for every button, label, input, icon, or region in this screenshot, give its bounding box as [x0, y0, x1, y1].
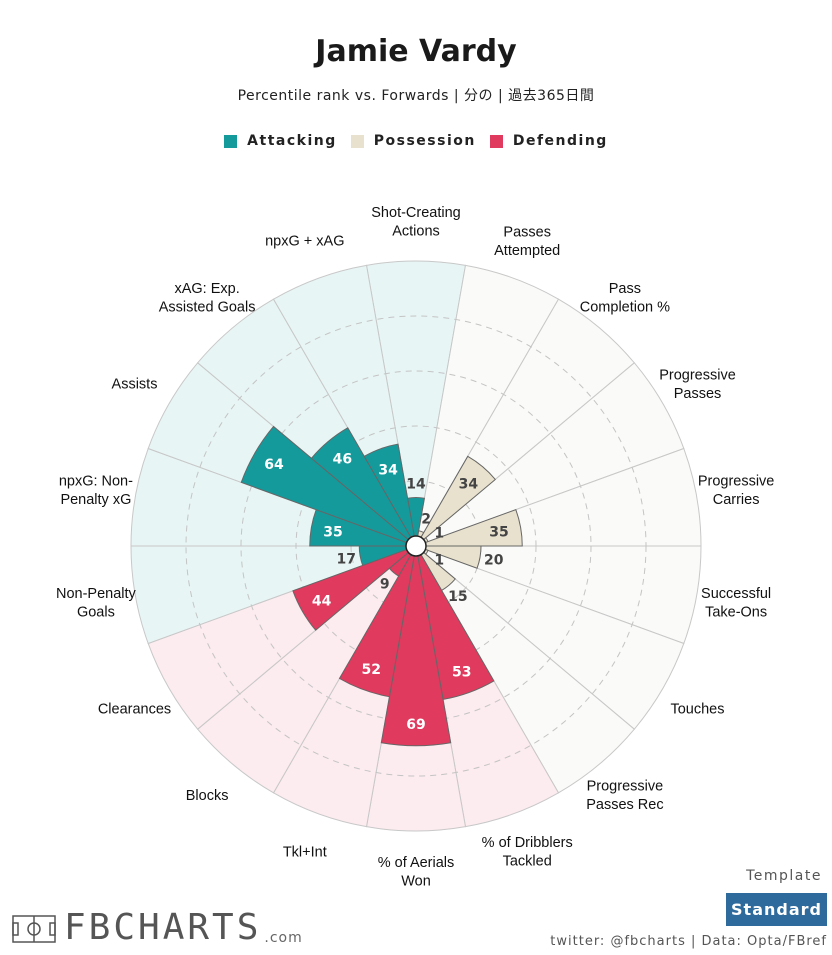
legend-label-possession: Possession: [373, 133, 476, 149]
grid-ring-4: [185, 315, 647, 777]
value-label-non-penalty-goals: 17: [337, 551, 356, 567]
axis-label-pass-completion: Pass Completion %: [580, 281, 670, 316]
axis-label-of-dribblers-tackled: % of Dribblers Tackled: [482, 835, 573, 870]
axis-label-npxg-non-penalty-xg: npxG: Non-Penalty xG: [59, 473, 133, 508]
value-label-npxg-xag: 34: [378, 462, 398, 478]
axis-label-tkl-int: Tkl+Int: [283, 844, 327, 860]
value-label-of-aerials-won: 69: [406, 717, 425, 733]
logo-suffix: .com: [264, 930, 303, 946]
pitch-icon: [12, 915, 56, 943]
value-label-successful-take-ons: 20: [484, 553, 504, 569]
axis-label-progressive-carries: Progressive Carries: [698, 473, 775, 508]
legend-item-attacking: Attacking: [224, 133, 337, 149]
value-label-of-dribblers-tackled: 53: [452, 665, 471, 681]
value-label-progressive-passes: 1: [434, 526, 444, 542]
value-label-blocks: 9: [380, 576, 390, 592]
chart-title: Jamie Vardy: [315, 34, 517, 69]
center-hub: [405, 535, 427, 557]
legend-item-defending: Defending: [489, 133, 608, 149]
value-label-passes-attempted: 2: [421, 511, 431, 527]
value-label-tkl-int: 52: [361, 662, 380, 678]
axis-label-assists: Assists: [112, 377, 158, 393]
axis-label-passes-attempted: Passes Attempted: [494, 224, 560, 258]
value-label-clearances: 44: [312, 594, 332, 610]
axis-label-progressive-passes-rec: Progressive Passes Rec: [586, 779, 663, 814]
axis-labels: Shot-Creating Actions Passes Attempted Pass C…: [56, 205, 775, 890]
legend: Attacking Possession Defending: [0, 133, 832, 149]
value-label-assists: 64: [264, 457, 284, 473]
axis-label-xag-exp-assisted-goals: xAG: Exp. Assisted Goals: [159, 281, 256, 316]
template-badge: Standard: [726, 893, 827, 926]
axis-label-blocks: Blocks: [186, 788, 229, 804]
axis-label-progressive-passes: Progressive Passes: [659, 367, 736, 402]
template-label: Template: [746, 868, 822, 884]
axis-label-touches: Touches: [670, 702, 724, 718]
legend-label-defending: Defending: [512, 133, 608, 149]
legend-swatch-defending: [489, 134, 503, 148]
axis-label-shot-creating-actions: Shot-Creating Actions: [371, 205, 460, 240]
value-label-npxg-non-penalty-xg: 35: [323, 524, 342, 540]
value-label-touches: 1: [434, 552, 444, 568]
axis-label-non-penalty-goals: Non-Penalty Goals: [56, 586, 137, 621]
chart-subtitle: Percentile rank vs. Forwards | 分の | 過去36…: [237, 88, 595, 104]
axis-label-npxg-xag: npxG + xAG: [265, 234, 344, 250]
logo-text: FBCHARTS: [64, 907, 262, 948]
value-labels: 14 2 34 1 35 20 1 15 53 69 52 9 44 17 35 64 46 34: [264, 451, 508, 733]
axis-label-successful-take-ons: Successful Take-Ons: [701, 586, 771, 621]
value-label-pass-completion: 34: [459, 477, 479, 493]
grid-ring-3: [240, 370, 592, 722]
legend-swatch-possession: [350, 134, 364, 148]
axis-label-of-aerials-won: % of Aerials Won: [378, 855, 455, 890]
fbcharts-logo: FBCHARTS .com: [12, 908, 303, 948]
value-label-xag-exp-assisted-goals: 46: [333, 451, 352, 467]
legend-label-attacking: Attacking: [247, 133, 337, 149]
value-label-progressive-passes-rec: 15: [448, 589, 467, 605]
credit-text: twitter: @fbcharts | Data: Opta/FBref: [550, 934, 827, 949]
value-label-progressive-carries: 35: [489, 524, 508, 540]
legend-item-possession: Possession: [350, 133, 476, 149]
axis-label-clearances: Clearances: [98, 702, 171, 718]
legend-swatch-attacking: [224, 134, 238, 148]
value-label-shot-creating-actions: 14: [406, 477, 426, 493]
